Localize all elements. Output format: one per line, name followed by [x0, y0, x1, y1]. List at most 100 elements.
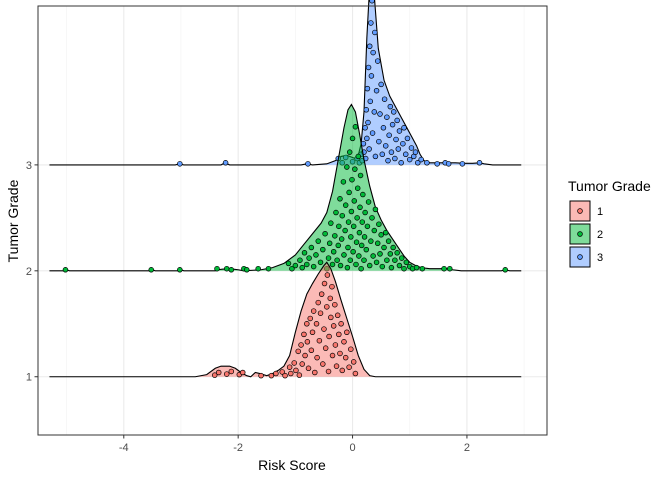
data-point-grade-3: [369, 0, 375, 4]
data-point-grade-2: [378, 232, 384, 238]
data-point-grade-1: [268, 372, 275, 379]
data-point-grade-2: [332, 233, 338, 239]
data-point-grade-2: [349, 135, 356, 142]
data-point-grade-3: [366, 146, 372, 152]
data-point-grade-2: [341, 252, 347, 258]
data-point-grade-1: [316, 337, 323, 344]
data-point-grade-3: [377, 111, 383, 117]
data-point-grade-3: [381, 96, 388, 102]
data-point-grade-1: [317, 310, 324, 316]
density-line-grade-1: [49, 261, 522, 378]
data-point-grade-1: [308, 347, 315, 354]
data-point-grade-2: [328, 220, 334, 226]
data-point-grade-1: [298, 342, 304, 348]
data-point-grade-3: [400, 140, 406, 147]
data-point-grade-2: [335, 242, 342, 249]
data-point-grade-1: [302, 352, 308, 359]
data-point-grade-1: [304, 339, 311, 345]
x-axis: -4 -2 0 2: [119, 435, 470, 454]
data-point-grade-2: [348, 208, 355, 215]
data-point-grade-2: [360, 191, 366, 198]
data-point-grade-2: [325, 255, 332, 261]
data-point-grade-3: [305, 161, 311, 167]
x-tick-label: 0: [349, 442, 355, 454]
legend-label: 3: [597, 252, 603, 264]
data-point-grade-2: [228, 267, 235, 273]
y-tick-label: 3: [26, 160, 32, 172]
data-point-grade-1: [293, 367, 299, 374]
data-point-grade-1: [346, 364, 352, 370]
data-point-grade-1: [332, 342, 339, 348]
data-point-grade-1: [291, 360, 297, 366]
data-point-grade-2: [381, 244, 387, 251]
data-point-grade-1: [215, 369, 222, 376]
data-point-grade-2: [352, 166, 358, 172]
data-point-grade-2: [333, 209, 339, 216]
data-point-grade-2: [308, 244, 315, 251]
data-point-grade-2: [62, 267, 69, 273]
data-point-grade-2: [350, 249, 356, 255]
data-point-grade-3: [402, 151, 409, 158]
data-point-grade-1: [329, 283, 335, 290]
x-axis-title: Risk Score: [258, 457, 326, 473]
data-point-grade-2: [502, 267, 509, 273]
data-point-grade-1: [273, 370, 279, 377]
data-point-grade-2: [390, 244, 396, 251]
data-point-grade-2: [292, 262, 299, 269]
data-point-grade-2: [357, 204, 363, 211]
data-point-grade-3: [374, 58, 381, 64]
data-point-grade-3: [387, 103, 394, 110]
data-point-grade-2: [313, 252, 319, 258]
data-point-grade-2: [345, 244, 351, 251]
data-point-grade-3: [376, 138, 382, 145]
data-point-grade-2: [368, 238, 374, 244]
legend-point: [577, 254, 583, 260]
data-point-grade-3: [371, 109, 378, 115]
data-point-grade-3: [406, 156, 413, 163]
data-point-grade-1: [342, 354, 349, 361]
data-point-grade-2: [369, 215, 375, 221]
points-grade-3: [177, 0, 483, 167]
data-point-grade-3: [415, 160, 421, 166]
data-point-grade-2: [376, 221, 382, 227]
data-point-grade-1: [314, 354, 320, 361]
data-point-grade-2: [356, 229, 363, 236]
data-point-grade-1: [321, 326, 327, 332]
data-point-grade-1: [348, 346, 354, 352]
x-tick-label: -4: [119, 442, 129, 454]
data-point-grade-2: [387, 251, 394, 257]
data-point-grade-1: [322, 345, 329, 351]
data-point-grade-3: [476, 160, 483, 166]
data-point-grade-2: [330, 249, 337, 255]
data-point-grade-2: [297, 257, 303, 263]
data-point-grade-2: [148, 267, 154, 273]
data-point-grade-2: [372, 206, 379, 213]
data-point-grade-2: [244, 267, 250, 273]
data-point-grade-1: [313, 321, 320, 327]
data-point-grade-2: [357, 172, 364, 179]
data-point-grade-3: [394, 117, 400, 124]
data-point-grade-2: [344, 164, 350, 170]
data-point-grade-2: [354, 215, 360, 221]
data-point-grade-2: [349, 176, 355, 183]
ridges: [49, 0, 522, 379]
data-point-grade-1: [350, 359, 357, 365]
data-point-grade-2: [347, 257, 354, 263]
data-point-grade-2: [353, 261, 359, 268]
data-point-grade-1: [211, 372, 218, 378]
data-point-grade-3: [222, 160, 229, 166]
data-point-grade-2: [342, 202, 349, 208]
points-grade-2: [62, 124, 509, 273]
data-point-grade-2: [265, 265, 272, 272]
data-point-grade-2: [447, 265, 453, 272]
data-point-grade-1: [301, 331, 307, 338]
data-point-grade-3: [372, 153, 379, 160]
data-point-grade-2: [326, 240, 333, 247]
data-point-grade-2: [342, 227, 348, 234]
data-point-grade-2: [356, 253, 362, 259]
data-point-grade-3: [372, 29, 378, 36]
data-point-grade-3: [385, 157, 391, 164]
data-point-grade-3: [367, 98, 374, 105]
data-point-grade-2: [339, 212, 346, 219]
